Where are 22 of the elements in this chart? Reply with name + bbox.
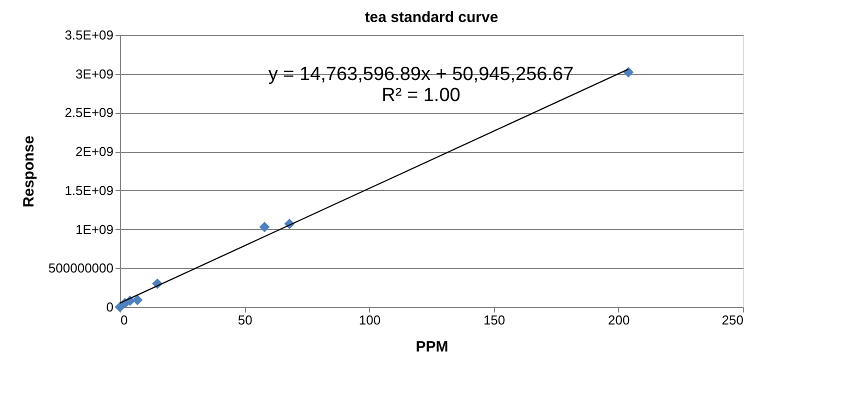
annotation: y = 14,763,596.89x + 50,945,256.67 [268, 64, 574, 85]
chart-title: tea standard curve [364, 9, 498, 26]
annotation: R² = 1.00 [382, 85, 460, 106]
y-tick-label: 500000000 [48, 260, 114, 276]
y-tick-label: 1E+09 [76, 222, 114, 237]
x-tick-label: 0 [120, 312, 128, 328]
y-tick-label: 2.5E+09 [64, 105, 114, 120]
x-axis-title: PPM [416, 338, 448, 356]
y-tick-label: 3.5E+09 [64, 28, 114, 42]
x-tick-label: 250 [722, 312, 744, 328]
y-tick-label: 0 [106, 300, 114, 314]
y-axis-title: Response [20, 136, 38, 208]
y-tick-label: 3E+09 [76, 66, 114, 82]
point [132, 294, 143, 306]
y-tick-label: 1.5E+09 [64, 182, 114, 198]
x-tick-label: 50 [238, 312, 252, 328]
x-tick-label: 200 [608, 312, 630, 328]
x-tick-label: 100 [358, 312, 381, 328]
y-tick-label: 2E+09 [76, 144, 114, 160]
point [623, 67, 634, 78]
point [259, 222, 270, 232]
x-tick-label: 150 [483, 312, 506, 328]
